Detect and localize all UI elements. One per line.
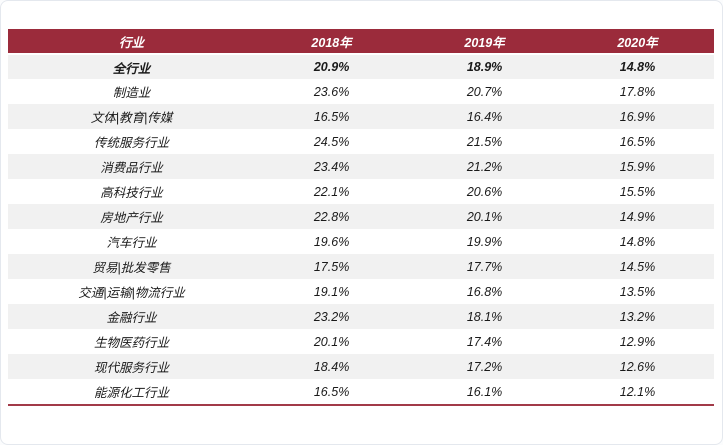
value-cell-2019: 18.1% bbox=[466, 309, 503, 324]
value-cell-2020: 14.9% bbox=[619, 209, 656, 224]
industry-cell: 全行业 bbox=[112, 61, 151, 76]
value-cell-2019: 18.9% bbox=[466, 60, 503, 74]
industry-cell: 制造业 bbox=[112, 86, 151, 100]
industry-cell: 生物医药行业 bbox=[94, 336, 170, 350]
column-header-2019: 2019年 bbox=[408, 29, 562, 55]
industry-rate-table-container: 行业 2018年 2019年 2020年 全行业 20.9% 18.9% 14.… bbox=[8, 29, 714, 406]
value-cell-2020: 12.9% bbox=[619, 334, 656, 349]
value-cell-2019: 21.5% bbox=[466, 134, 503, 149]
value-cell-2019: 17.2% bbox=[466, 359, 503, 374]
industry-cell: 金融行业 bbox=[106, 311, 157, 325]
value-cell-2019: 16.4% bbox=[466, 109, 503, 124]
industry-cell: 汽车行业 bbox=[106, 236, 157, 250]
industry-cell: 消费品行业 bbox=[100, 161, 163, 175]
value-cell-2020: 16.9% bbox=[619, 109, 656, 124]
value-cell-2020: 15.5% bbox=[619, 184, 656, 199]
industry-cell: 传统服务行业 bbox=[94, 136, 170, 150]
value-cell-2019: 20.6% bbox=[466, 184, 503, 199]
value-cell-2019: 19.9% bbox=[466, 234, 503, 249]
value-cell-2020: 17.8% bbox=[619, 84, 656, 99]
value-cell-2019: 17.7% bbox=[466, 259, 503, 274]
value-cell-2018: 19.1% bbox=[313, 284, 350, 299]
value-cell-2018: 20.9% bbox=[313, 60, 350, 74]
industry-cell: 房地产行业 bbox=[100, 211, 163, 225]
value-cell-2020: 14.5% bbox=[619, 259, 656, 274]
table-row: 消费品行业 23.4% 21.2% 15.9% bbox=[8, 154, 714, 179]
table-row: 房地产行业 22.8% 20.1% 14.9% bbox=[8, 204, 714, 229]
column-header-2018: 2018年 bbox=[255, 29, 409, 55]
value-cell-2020: 12.6% bbox=[619, 359, 656, 374]
table-row: 金融行业 23.2% 18.1% 13.2% bbox=[8, 304, 714, 329]
table-row: 高科技行业 22.1% 20.6% 15.5% bbox=[8, 179, 714, 204]
industry-cell: 交通|运输|物流行业 bbox=[78, 286, 185, 300]
industry-cell: 能源化工行业 bbox=[94, 386, 170, 400]
table-row: 传统服务行业 24.5% 21.5% 16.5% bbox=[8, 129, 714, 154]
value-cell-2018: 16.5% bbox=[313, 384, 350, 399]
value-cell-2020: 13.5% bbox=[619, 284, 656, 299]
value-cell-2018: 17.5% bbox=[313, 259, 350, 274]
industry-rate-table: 行业 2018年 2019年 2020年 全行业 20.9% 18.9% 14.… bbox=[8, 29, 714, 404]
value-cell-2018: 23.6% bbox=[313, 84, 350, 99]
table-row: 交通|运输|物流行业 19.1% 16.8% 13.5% bbox=[8, 279, 714, 304]
value-cell-2020: 14.8% bbox=[619, 60, 656, 74]
value-cell-2018: 20.1% bbox=[313, 334, 350, 349]
value-cell-2019: 16.1% bbox=[466, 384, 503, 399]
value-cell-2020: 12.1% bbox=[619, 384, 656, 399]
value-cell-2018: 19.6% bbox=[313, 234, 350, 249]
value-cell-2018: 18.4% bbox=[313, 359, 350, 374]
table-row: 能源化工行业 16.5% 16.1% 12.1% bbox=[8, 379, 714, 404]
column-header-2020: 2020年 bbox=[561, 29, 714, 55]
table-row: 文体|教育|传媒 16.5% 16.4% 16.9% bbox=[8, 104, 714, 129]
industry-cell: 贸易|批发零售 bbox=[92, 261, 171, 275]
value-cell-2018: 16.5% bbox=[313, 109, 350, 124]
table-body: 全行业 20.9% 18.9% 14.8% 制造业 23.6% 20.7% 17… bbox=[8, 54, 714, 404]
value-cell-2018: 22.1% bbox=[313, 184, 350, 199]
value-cell-2018: 23.4% bbox=[313, 159, 350, 174]
table-row: 全行业 20.9% 18.9% 14.8% bbox=[8, 54, 714, 79]
value-cell-2019: 17.4% bbox=[466, 334, 503, 349]
value-cell-2020: 13.2% bbox=[619, 309, 656, 324]
table-row: 贸易|批发零售 17.5% 17.7% 14.5% bbox=[8, 254, 714, 279]
table-row: 现代服务行业 18.4% 17.2% 12.6% bbox=[8, 354, 714, 379]
table-row: 生物医药行业 20.1% 17.4% 12.9% bbox=[8, 329, 714, 354]
value-cell-2019: 20.1% bbox=[466, 209, 503, 224]
value-cell-2020: 14.8% bbox=[619, 234, 656, 249]
header-row: 行业 2018年 2019年 2020年 bbox=[8, 29, 714, 55]
industry-cell: 现代服务行业 bbox=[94, 361, 170, 375]
table-header: 行业 2018年 2019年 2020年 bbox=[8, 29, 714, 55]
value-cell-2020: 16.5% bbox=[619, 134, 656, 149]
value-cell-2020: 15.9% bbox=[619, 159, 656, 174]
industry-cell: 文体|教育|传媒 bbox=[90, 111, 173, 125]
column-header-industry: 行业 bbox=[8, 29, 256, 55]
industry-cell: 高科技行业 bbox=[100, 186, 163, 200]
value-cell-2019: 21.2% bbox=[466, 159, 503, 174]
value-cell-2018: 22.8% bbox=[313, 209, 350, 224]
value-cell-2019: 16.8% bbox=[466, 284, 503, 299]
value-cell-2019: 20.7% bbox=[466, 84, 503, 99]
value-cell-2018: 23.2% bbox=[313, 309, 350, 324]
table-row: 汽车行业 19.6% 19.9% 14.8% bbox=[8, 229, 714, 254]
value-cell-2018: 24.5% bbox=[313, 134, 350, 149]
table-row: 制造业 23.6% 20.7% 17.8% bbox=[8, 79, 714, 104]
